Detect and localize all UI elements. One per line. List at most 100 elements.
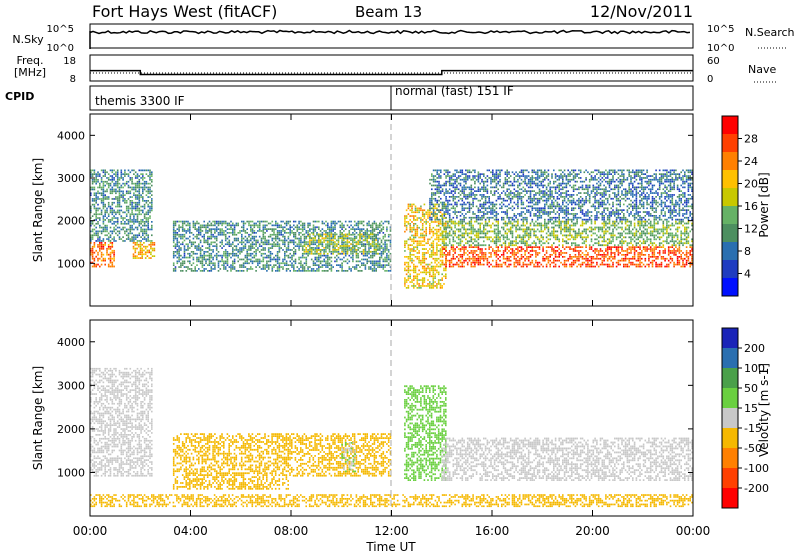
echo-cell [535, 236, 537, 239]
echo-cell [470, 246, 473, 248]
echo-cell [490, 246, 492, 248]
echo-cell [506, 259, 508, 262]
echo-cell [95, 198, 97, 200]
echo-cell [131, 226, 133, 229]
echo-cell [569, 246, 571, 248]
echo-cell [137, 243, 140, 246]
echo-cell [359, 220, 361, 223]
echo-cell [118, 226, 121, 229]
echo-cell [141, 255, 143, 257]
echo-cell [576, 250, 578, 252]
echo-cell [145, 200, 148, 202]
echo-cell [370, 256, 372, 259]
echo-cell [253, 235, 256, 238]
echo-cell [348, 245, 350, 247]
echo-cell [465, 246, 467, 248]
echo-cell [120, 186, 123, 189]
echo-cell [134, 194, 137, 196]
echo-cell [113, 253, 115, 256]
echo-cell [239, 230, 241, 232]
echo-cell [474, 238, 476, 241]
echo-cell [544, 257, 546, 260]
echo-cell [271, 233, 274, 236]
echo-cell [107, 213, 110, 216]
echo-cell [465, 257, 467, 260]
echo-cell [353, 245, 356, 247]
echo-cell [129, 171, 132, 174]
echo-cell [174, 251, 177, 253]
echo-cell [91, 173, 94, 175]
echo-cell [294, 233, 297, 236]
echo-cell [581, 232, 584, 235]
echo-cell [366, 235, 368, 238]
echo-cell [289, 270, 291, 272]
echo-cell [434, 211, 436, 214]
echo-cell [255, 266, 257, 268]
echo-cell [341, 249, 343, 251]
echo-cell [443, 248, 446, 250]
echo-cell [416, 257, 419, 260]
echo-cell [601, 261, 604, 264]
echo-cell [527, 234, 530, 237]
echo-cell [99, 213, 101, 216]
echo-cell [97, 245, 99, 248]
echo-cell [432, 287, 435, 289]
echo-cell [531, 254, 534, 256]
echo-cell [210, 241, 213, 244]
echo-cell [352, 237, 354, 240]
echo-cell [278, 245, 281, 247]
echo-cell [192, 233, 195, 236]
echo-cell [353, 233, 356, 236]
echo-cell [630, 246, 632, 248]
echo-cell [332, 220, 334, 223]
echo-cell [335, 245, 338, 247]
echo-cell [317, 233, 320, 236]
echo-cell [282, 235, 284, 238]
echo-cell [291, 262, 293, 265]
echo-cell [594, 250, 596, 252]
echo-cell [484, 232, 487, 235]
echo-cell [463, 250, 465, 252]
echo-cell [475, 250, 478, 252]
echo-cell [260, 249, 263, 251]
echo-cell [517, 224, 519, 227]
echo-cell [522, 265, 525, 268]
echo-cell [120, 173, 123, 175]
echo-cell [382, 228, 385, 230]
echo-cell [518, 257, 521, 260]
echo-cell [364, 264, 367, 266]
echo-cell [639, 263, 641, 266]
echo-cell [370, 235, 372, 238]
echo-cell [535, 244, 537, 247]
echo-cell [136, 201, 139, 204]
noise-left-tick-bottom: 10^0 [47, 43, 74, 54]
echo-cell [125, 234, 128, 237]
echo-cell [309, 235, 311, 238]
echo-cell [448, 265, 451, 268]
echo-cell [223, 254, 225, 257]
echo-cell [606, 254, 609, 256]
echo-cell [107, 205, 110, 208]
echo-cell [533, 232, 535, 235]
echo-cell [522, 238, 525, 241]
echo-cell [146, 255, 149, 257]
echo-cell [479, 248, 481, 250]
echo-cell [282, 241, 284, 244]
echo-cell [574, 234, 577, 237]
echo-cell [104, 173, 106, 175]
echo-cell [423, 244, 426, 246]
echo-cell [590, 246, 593, 248]
echo-cell [133, 228, 135, 231]
echo-cell [434, 281, 436, 283]
echo-cell [138, 211, 141, 214]
echo-cell [235, 249, 238, 251]
echo-cell [364, 233, 367, 236]
echo-cell [210, 235, 213, 238]
echo-cell [129, 177, 132, 179]
echo-cell [551, 230, 553, 233]
echo-cell [373, 243, 376, 246]
echo-cell [630, 261, 632, 264]
echo-cell [594, 252, 596, 254]
echo-cell [118, 198, 121, 200]
echo-cell [529, 254, 532, 256]
